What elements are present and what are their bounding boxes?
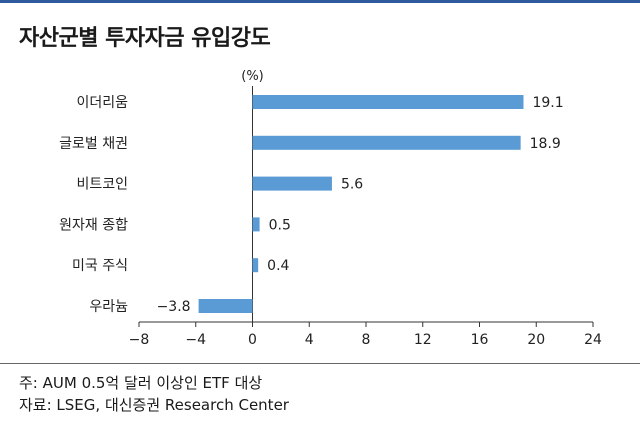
bar-1 [252,135,521,150]
x-tick-label-2: 0 [248,332,257,348]
footnotes: 주: AUM 0.5억 달러 이상인 ETF 대상 자료: LSEG, 대신증권… [19,372,289,416]
source-text: 자료: LSEG, 대신증권 Research Center [19,396,289,414]
bar-4 [252,258,259,273]
x-tick-label-6: 16 [471,332,489,348]
category-label-0: 이더리움 [76,95,128,111]
bar-2 [252,176,332,191]
top-rule [0,0,640,3]
x-tick-label-5: 12 [414,332,432,348]
value-label-3: 0.5 [269,217,291,233]
value-label-2: 5.6 [341,177,363,193]
x-tick-label-8: 24 [584,332,602,348]
x-tick-label-1: −4 [185,332,206,348]
bar-5 [198,299,253,313]
value-label-5: −3.8 [157,299,191,315]
value-label-4: 0.4 [267,258,289,274]
x-tick-label-3: 4 [305,332,314,348]
value-label-0: 19.1 [532,95,563,111]
category-label-3: 원자재 종합 [59,217,128,233]
category-label-4: 미국 주식 [72,258,128,274]
bar-3 [252,217,260,232]
chart-title: 자산군별 투자자금 유입강도 [19,26,271,51]
x-tick-label-4: 8 [362,332,371,348]
category-label-1: 글로벌 채권 [59,136,128,152]
unit-label: (%) [241,69,264,84]
value-label-1: 18.9 [530,136,561,152]
category-label-5: 우라늄 [89,299,128,315]
x-tick-label-7: 20 [527,332,545,348]
bar-chart: (%) 이더리움 19.1 글로벌 채권 18.9 비트코인 5.6 원자재 종합 0.5 미국 … [59,69,602,348]
x-tick-label-0: −8 [129,332,150,348]
bar-0 [252,95,524,109]
note-text: 주: AUM 0.5억 달러 이상인 ETF 대상 [19,374,263,392]
footer-rule [0,363,640,364]
category-label-2: 비트코인 [76,177,128,193]
